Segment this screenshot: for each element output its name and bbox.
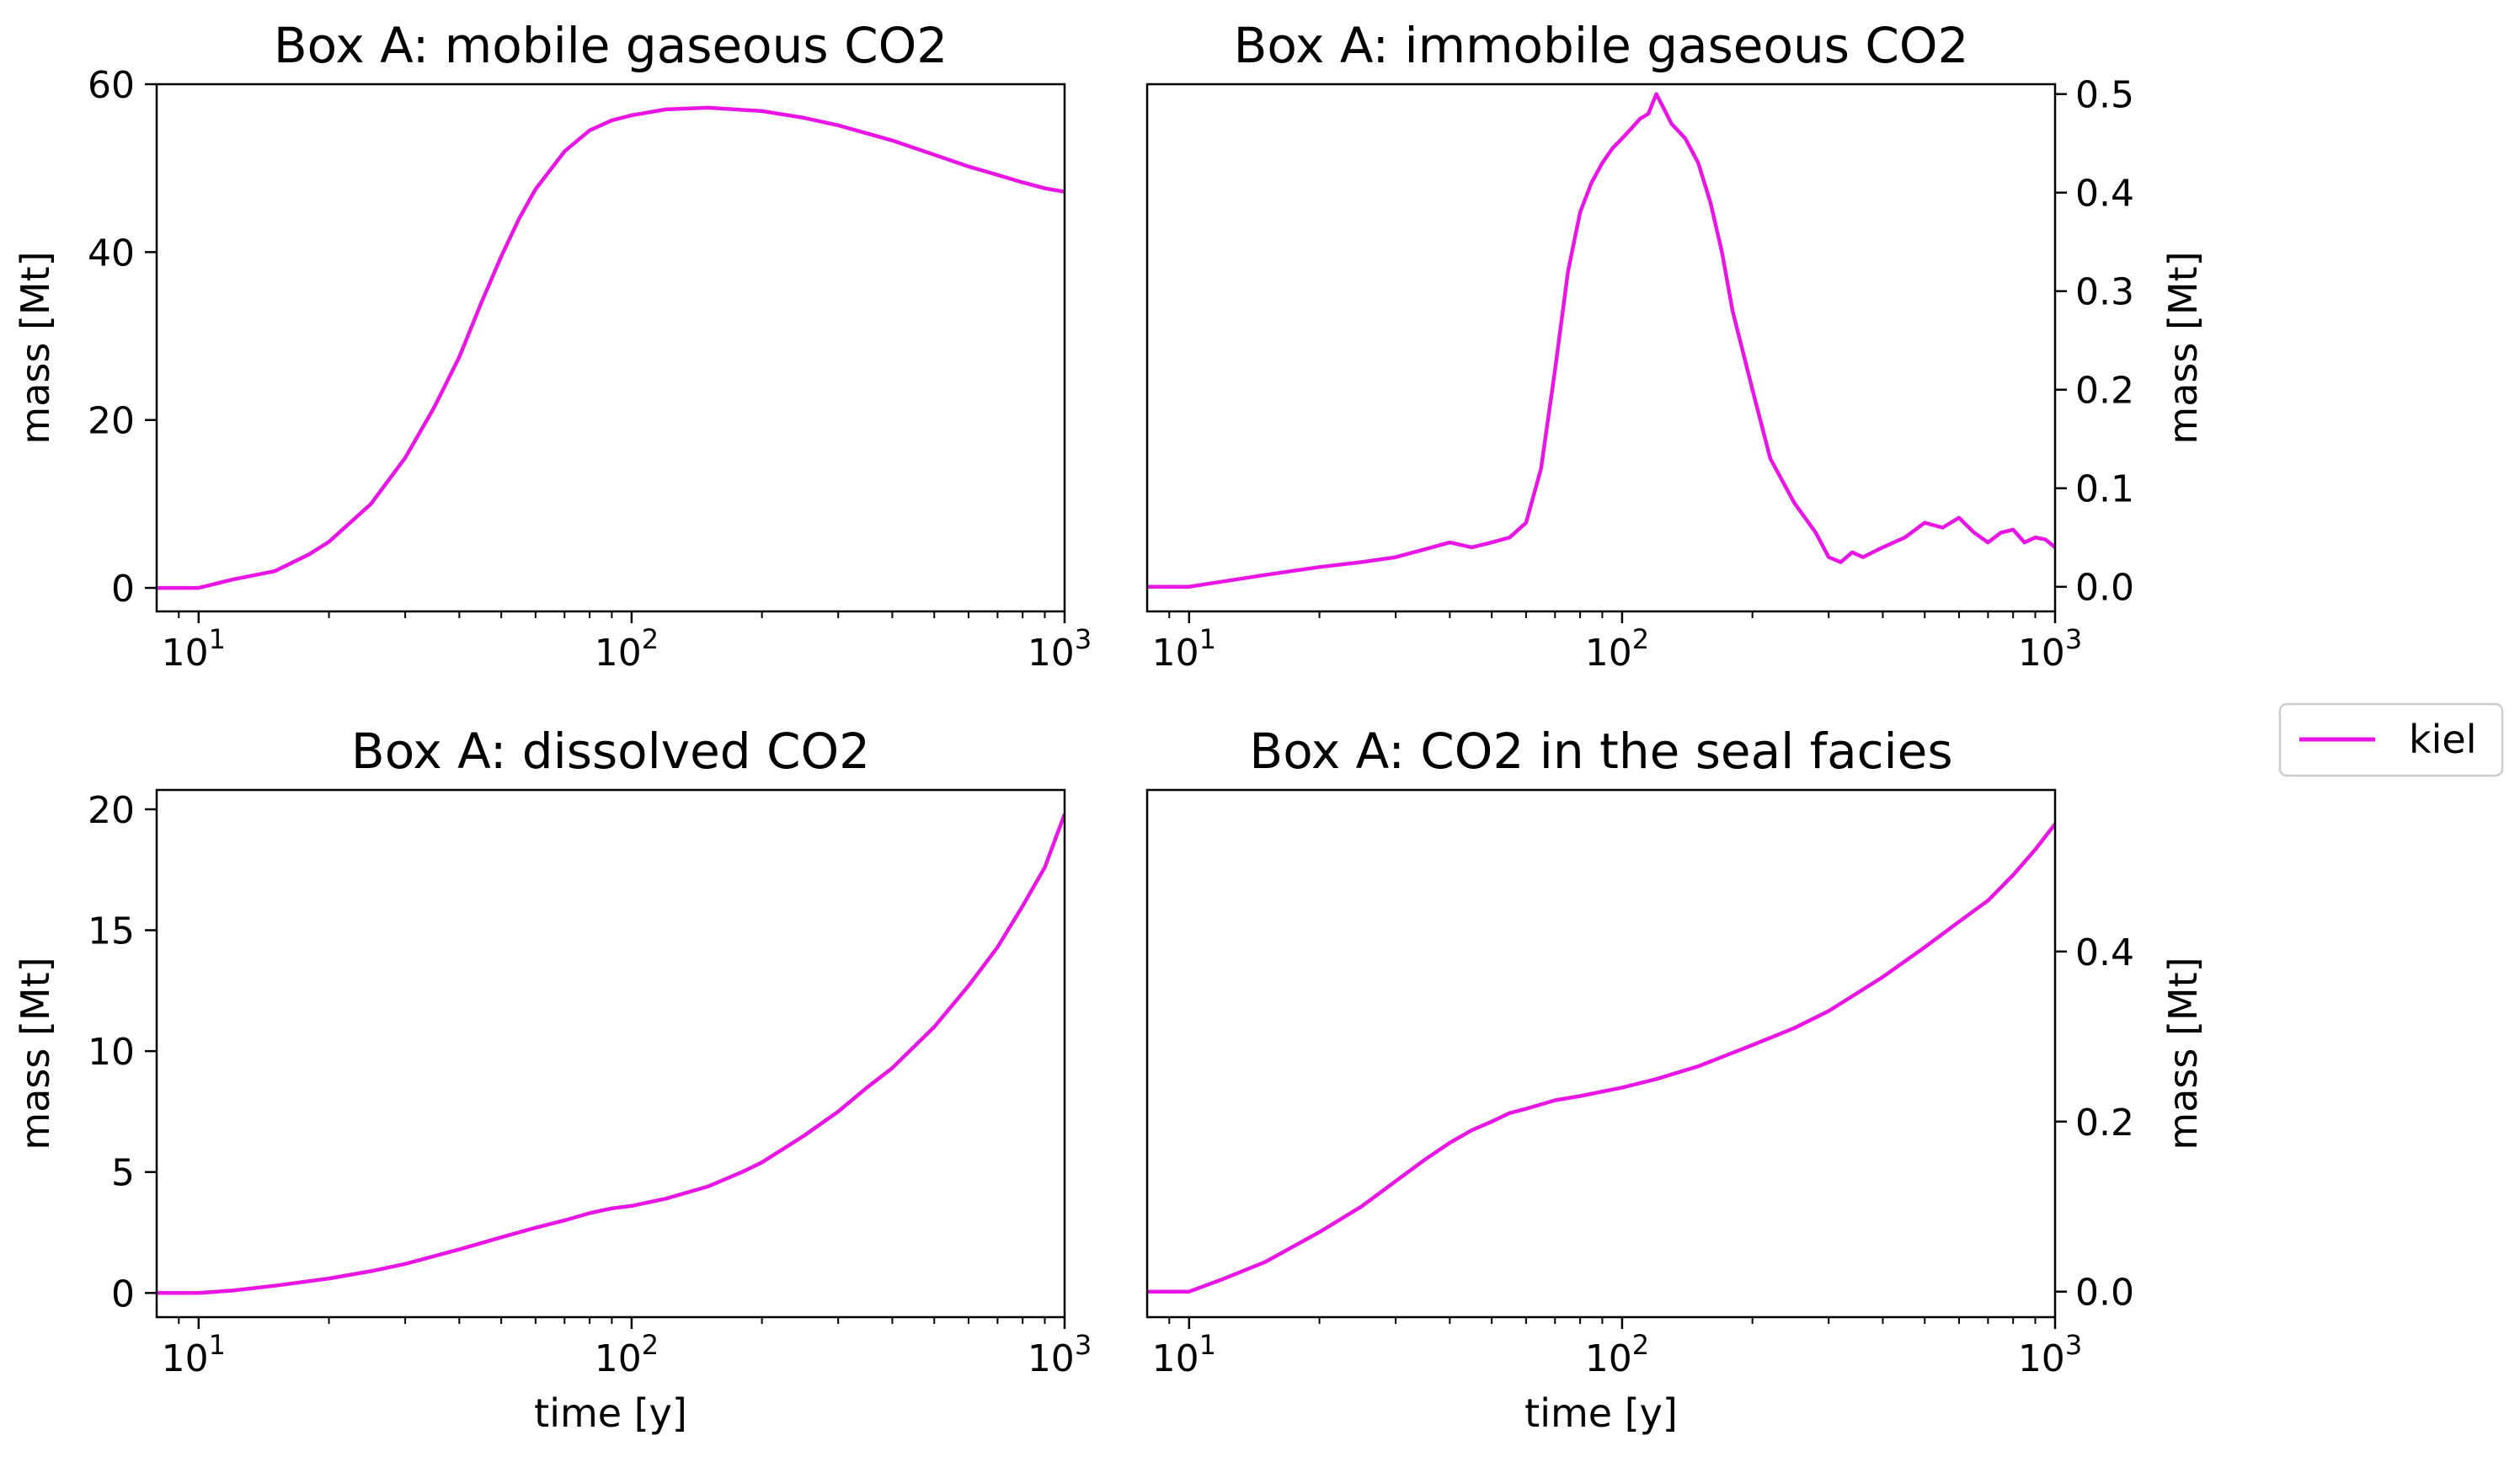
- series-line-kiel: [1147, 92, 2055, 589]
- x-tick-exponent: 1: [1199, 623, 1216, 655]
- x-tick-label: 101: [1152, 623, 1216, 675]
- y-tick-label: 0.2: [2075, 1102, 2134, 1145]
- y-tick-label: 0: [111, 568, 135, 611]
- x-tick-label: 103: [2018, 623, 2082, 675]
- chart-title: Box A: CO2 in the seal facies: [1249, 723, 1952, 780]
- y-tick-label: 0: [111, 1273, 135, 1315]
- x-tick-label: 103: [1028, 1329, 1092, 1380]
- y-tick-label: 0.3: [2075, 271, 2134, 314]
- x-tick-exponent: 1: [209, 623, 226, 655]
- x-tick-exponent: 3: [2065, 1329, 2082, 1361]
- x-tick-exponent: 1: [209, 1329, 226, 1361]
- y-tick-label: 0.0: [2075, 1272, 2134, 1315]
- y-tick-label: 10: [88, 1031, 135, 1074]
- y-tick-label: 20: [88, 400, 135, 443]
- x-axis-label: time [y]: [1524, 1390, 1678, 1436]
- x-tick-label: 101: [1152, 1329, 1216, 1380]
- y-tick-label: 5: [111, 1152, 135, 1195]
- x-tick-label: 101: [162, 623, 226, 675]
- y-tick-label: 0.4: [2075, 173, 2134, 216]
- y-axis-label: mass [Mt]: [2160, 957, 2206, 1150]
- y-tick-label: 0.1: [2075, 468, 2134, 511]
- y-tick-label: 0.4: [2075, 931, 2134, 974]
- legend-frame: [2278, 702, 2504, 777]
- axes-frame: [1145, 83, 2057, 613]
- y-tick-label: 0.0: [2075, 567, 2134, 610]
- x-tick-label: 102: [595, 1329, 659, 1380]
- chart-mobile-gaseous: Box A: mobile gaseous CO2 101 102 103 0 20 40 6…: [13, 17, 1092, 675]
- x-tick-exponent: 2: [1632, 1329, 1649, 1361]
- x-tick-exponent: 2: [1632, 623, 1649, 655]
- x-tick-exponent: 3: [2065, 623, 2082, 655]
- y-axis-label: mass [Mt]: [13, 251, 58, 444]
- legend-label-kiel: kiel: [2409, 717, 2477, 762]
- chart-title: Box A: mobile gaseous CO2: [274, 17, 948, 74]
- y-axis-label: mass [Mt]: [13, 957, 58, 1150]
- x-tick-exponent: 2: [642, 623, 659, 655]
- x-tick-label: 102: [1585, 623, 1649, 675]
- legend: kiel: [2278, 702, 2504, 777]
- series-line-kiel: [157, 813, 1065, 1295]
- series-line-kiel: [157, 105, 1065, 590]
- chart-title: Box A: dissolved CO2: [351, 723, 870, 780]
- y-tick-label: 0.5: [2075, 74, 2134, 117]
- x-axis-label: time [y]: [534, 1390, 687, 1436]
- y-tick-label: 40: [88, 232, 135, 275]
- chart-dissolved: Box A: dissolved CO2 101 102 103 0 5 10 15 20 mas…: [13, 723, 1092, 1436]
- y-tick-label: 15: [88, 910, 135, 953]
- chart-immobile-gaseous: Box A: immobile gaseous CO2 101 102 103 0.0 0…: [1145, 17, 2206, 675]
- axes-frame: [155, 83, 1066, 613]
- series-line-kiel: [1147, 823, 2055, 1294]
- axes-frame: [155, 788, 1066, 1319]
- chart-seal-facies: Box A: CO2 in the seal facies 101 102 103 0.…: [1145, 723, 2206, 1436]
- x-tick-exponent: 1: [1199, 1329, 1216, 1361]
- y-tick-label: 0.2: [2075, 370, 2134, 413]
- x-tick-label: 102: [1585, 1329, 1649, 1380]
- y-tick-label: 60: [88, 64, 135, 107]
- x-tick-exponent: 2: [642, 1329, 659, 1361]
- x-tick-label: 103: [1028, 623, 1092, 675]
- y-axis-label: mass [Mt]: [2160, 251, 2206, 444]
- x-tick-exponent: 3: [1075, 623, 1092, 655]
- x-tick-exponent: 3: [1075, 1329, 1092, 1361]
- x-tick-label: 101: [162, 1329, 226, 1380]
- x-tick-label: 102: [595, 623, 659, 675]
- chart-title: Box A: immobile gaseous CO2: [1234, 17, 1969, 74]
- y-tick-label: 20: [88, 789, 135, 832]
- axes-frame: [1145, 788, 2057, 1319]
- x-tick-label: 103: [2018, 1329, 2082, 1380]
